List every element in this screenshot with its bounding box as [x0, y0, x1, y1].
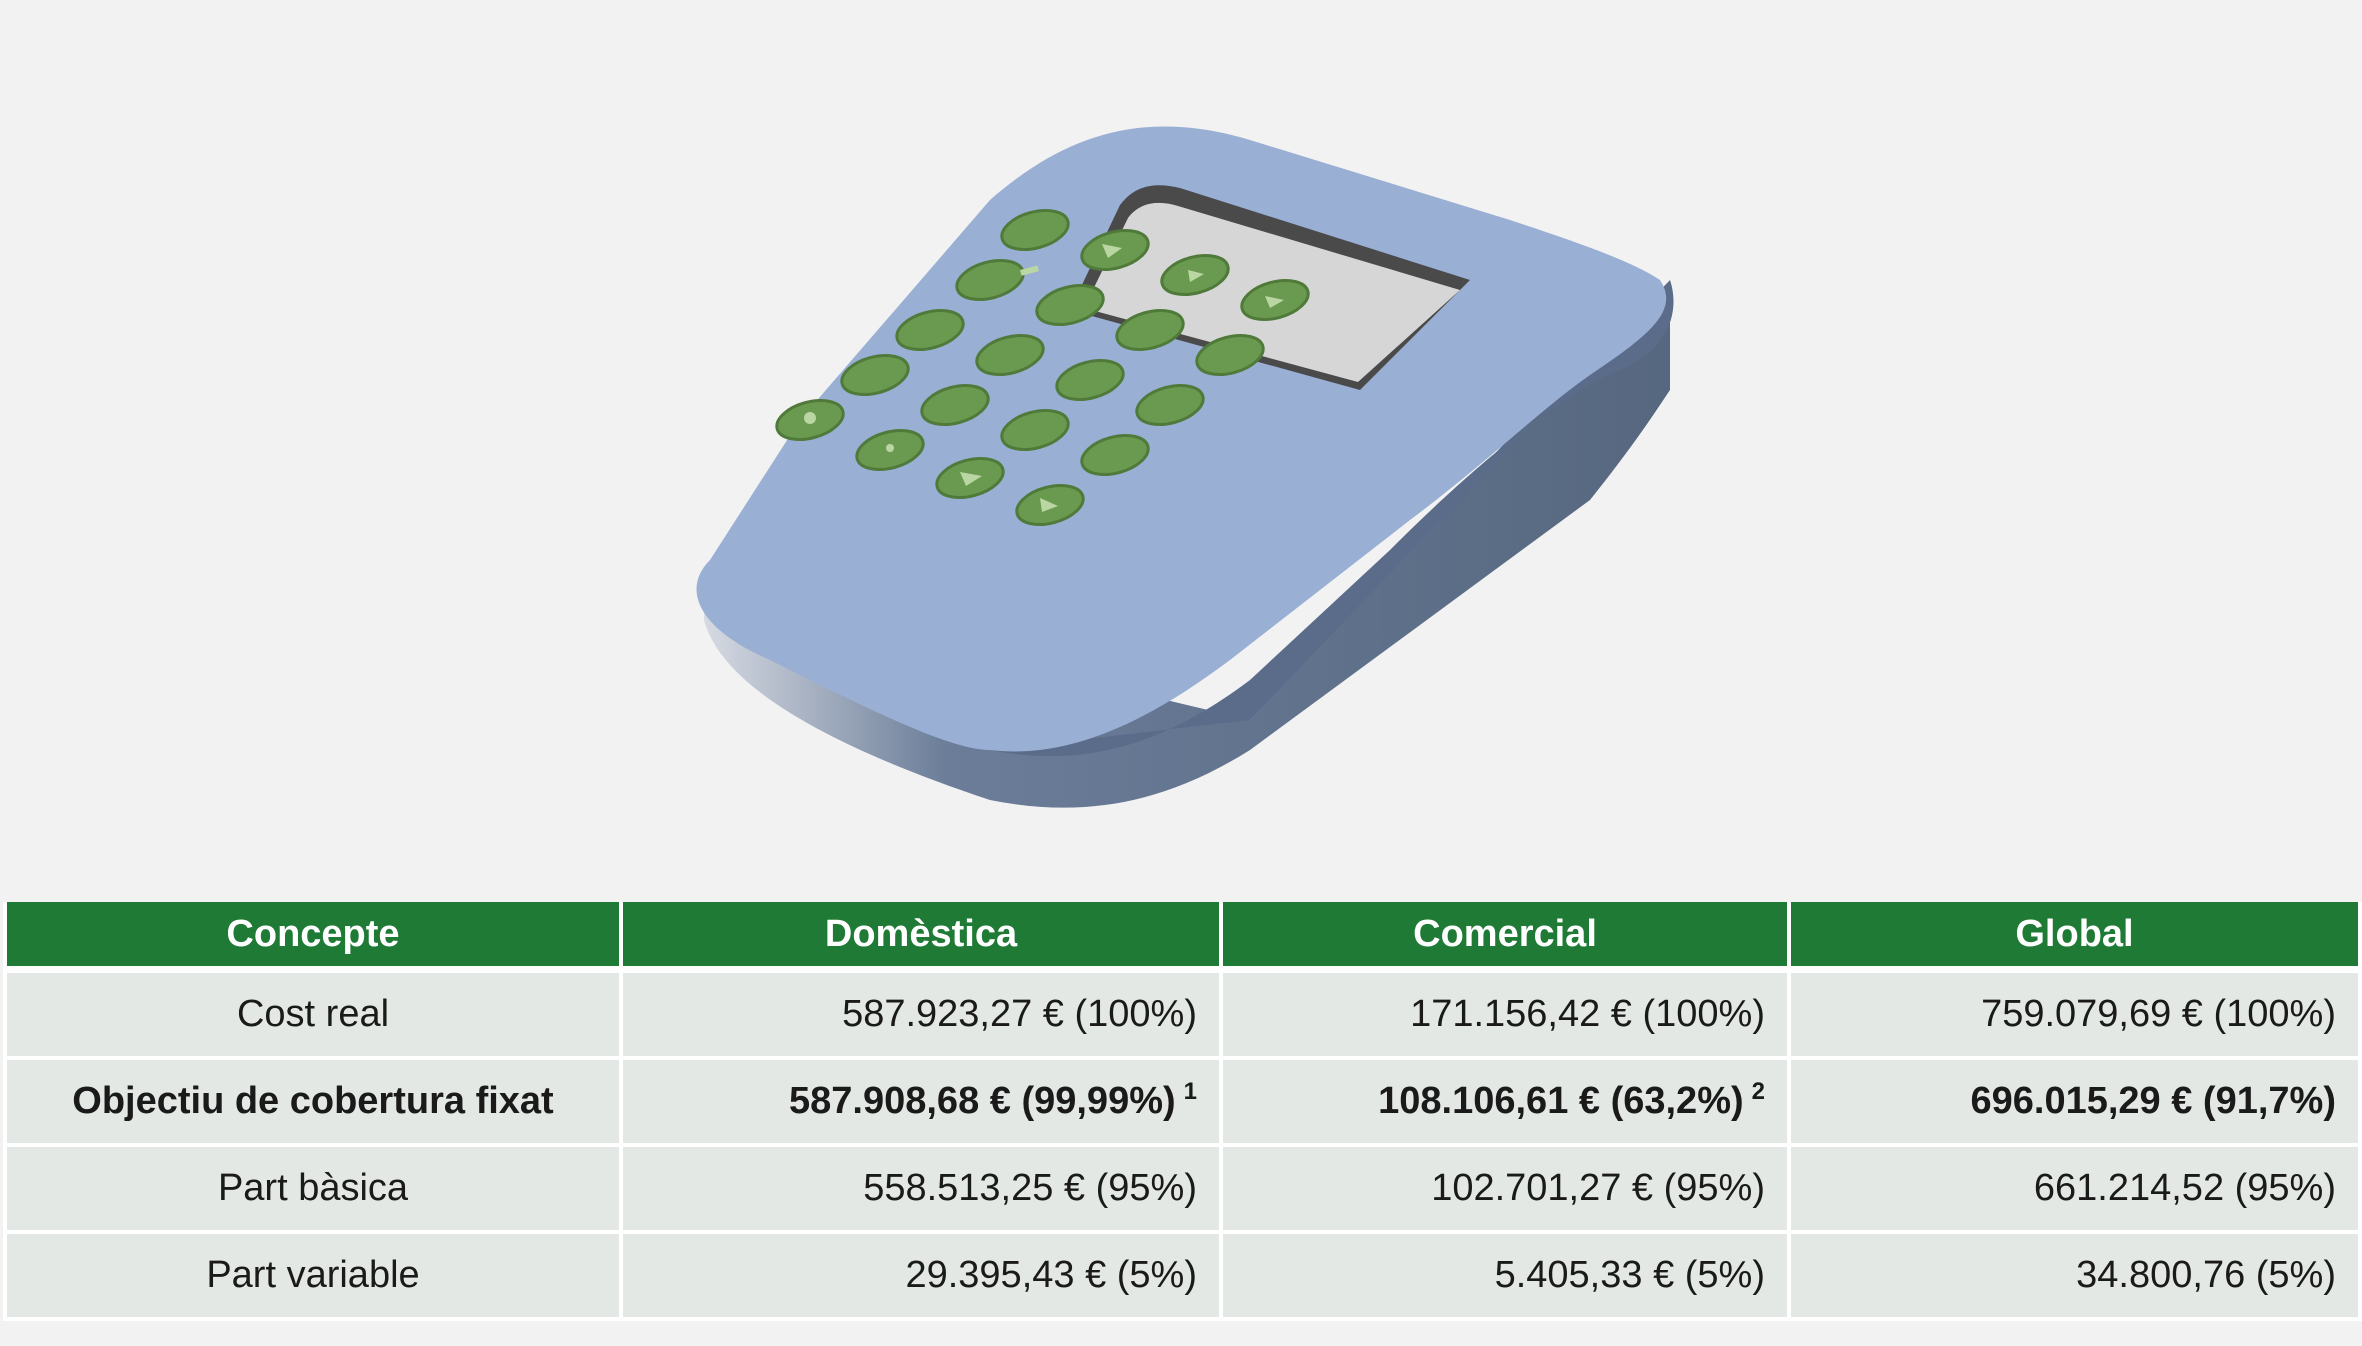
row-domestica: 587.908,68 € (99,99%) 1	[619, 1056, 1223, 1147]
row-comercial: 171.156,42 € (100%)	[1219, 967, 1791, 1060]
header-comercial: Comercial	[1219, 902, 1791, 973]
row-domestica: 558.513,25 € (95%)	[619, 1143, 1223, 1234]
table-row: Cost real 587.923,27 € (100%) 171.156,42…	[3, 967, 2362, 1060]
row-comercial: 108.106,61 € (63,2%) 2	[1219, 1056, 1791, 1147]
footnote-marker: 2	[1751, 1078, 1765, 1105]
row-global: 34.800,76 (5%)	[1787, 1230, 2362, 1321]
row-concept: Part bàsica	[3, 1143, 623, 1234]
header-global: Global	[1787, 902, 2362, 973]
header-concepte: Concepte	[3, 902, 623, 973]
table-row: Part bàsica 558.513,25 € (95%) 102.701,2…	[3, 1143, 2362, 1234]
row-global: 661.214,52 (95%)	[1787, 1143, 2362, 1234]
row-concept: Part variable	[3, 1230, 623, 1321]
row-domestica: 587.923,27 € (100%)	[619, 967, 1223, 1060]
header-domestica: Domèstica	[619, 902, 1223, 973]
cost-table: Concepte Domèstica Comercial Global Cost…	[3, 902, 2362, 1321]
table-row: Part variable 29.395,43 € (5%) 5.405,33 …	[3, 1230, 2362, 1321]
footnote-marker: 1	[1183, 1078, 1197, 1105]
row-concept: Cost real	[3, 967, 623, 1060]
row-comercial: 102.701,27 € (95%)	[1219, 1143, 1791, 1234]
row-domestica: 29.395,43 € (5%)	[619, 1230, 1223, 1321]
row-global: 759.079,69 € (100%)	[1787, 967, 2362, 1060]
row-global: 696.015,29 € (91,7%)	[1787, 1056, 2362, 1147]
row-comercial: 5.405,33 € (5%)	[1219, 1230, 1791, 1321]
calculator-icon	[696, 126, 1674, 808]
table-header-row: Concepte Domèstica Comercial Global	[3, 902, 2362, 973]
table-row: Objectiu de cobertura fixat 587.908,68 €…	[3, 1056, 2362, 1147]
row-concept: Objectiu de cobertura fixat	[3, 1056, 623, 1147]
